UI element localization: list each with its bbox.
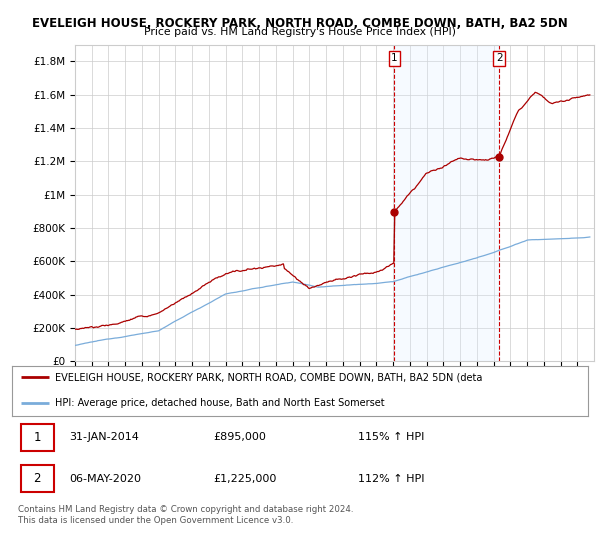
Text: 112% ↑ HPI: 112% ↑ HPI bbox=[358, 474, 424, 484]
Bar bbox=[394, 45, 499, 361]
Text: EVELEIGH HOUSE, ROCKERY PARK, NORTH ROAD, COMBE DOWN, BATH, BA2 5DN (deta: EVELEIGH HOUSE, ROCKERY PARK, NORTH ROAD… bbox=[55, 372, 482, 382]
Text: HPI: Average price, detached house, Bath and North East Somerset: HPI: Average price, detached house, Bath… bbox=[55, 398, 385, 408]
Text: 1: 1 bbox=[34, 431, 41, 444]
FancyBboxPatch shape bbox=[20, 424, 54, 451]
Text: 31-JAN-2014: 31-JAN-2014 bbox=[70, 432, 139, 442]
Text: 2: 2 bbox=[34, 472, 41, 486]
Text: 1: 1 bbox=[391, 53, 398, 63]
Text: 2: 2 bbox=[496, 53, 503, 63]
Text: Contains HM Land Registry data © Crown copyright and database right 2024.
This d: Contains HM Land Registry data © Crown c… bbox=[18, 505, 353, 525]
Text: Price paid vs. HM Land Registry's House Price Index (HPI): Price paid vs. HM Land Registry's House … bbox=[144, 27, 456, 37]
Text: 115% ↑ HPI: 115% ↑ HPI bbox=[358, 432, 424, 442]
FancyBboxPatch shape bbox=[20, 465, 54, 492]
Text: £1,225,000: £1,225,000 bbox=[214, 474, 277, 484]
Text: £895,000: £895,000 bbox=[214, 432, 266, 442]
Text: EVELEIGH HOUSE, ROCKERY PARK, NORTH ROAD, COMBE DOWN, BATH, BA2 5DN: EVELEIGH HOUSE, ROCKERY PARK, NORTH ROAD… bbox=[32, 17, 568, 30]
Text: 06-MAY-2020: 06-MAY-2020 bbox=[70, 474, 142, 484]
